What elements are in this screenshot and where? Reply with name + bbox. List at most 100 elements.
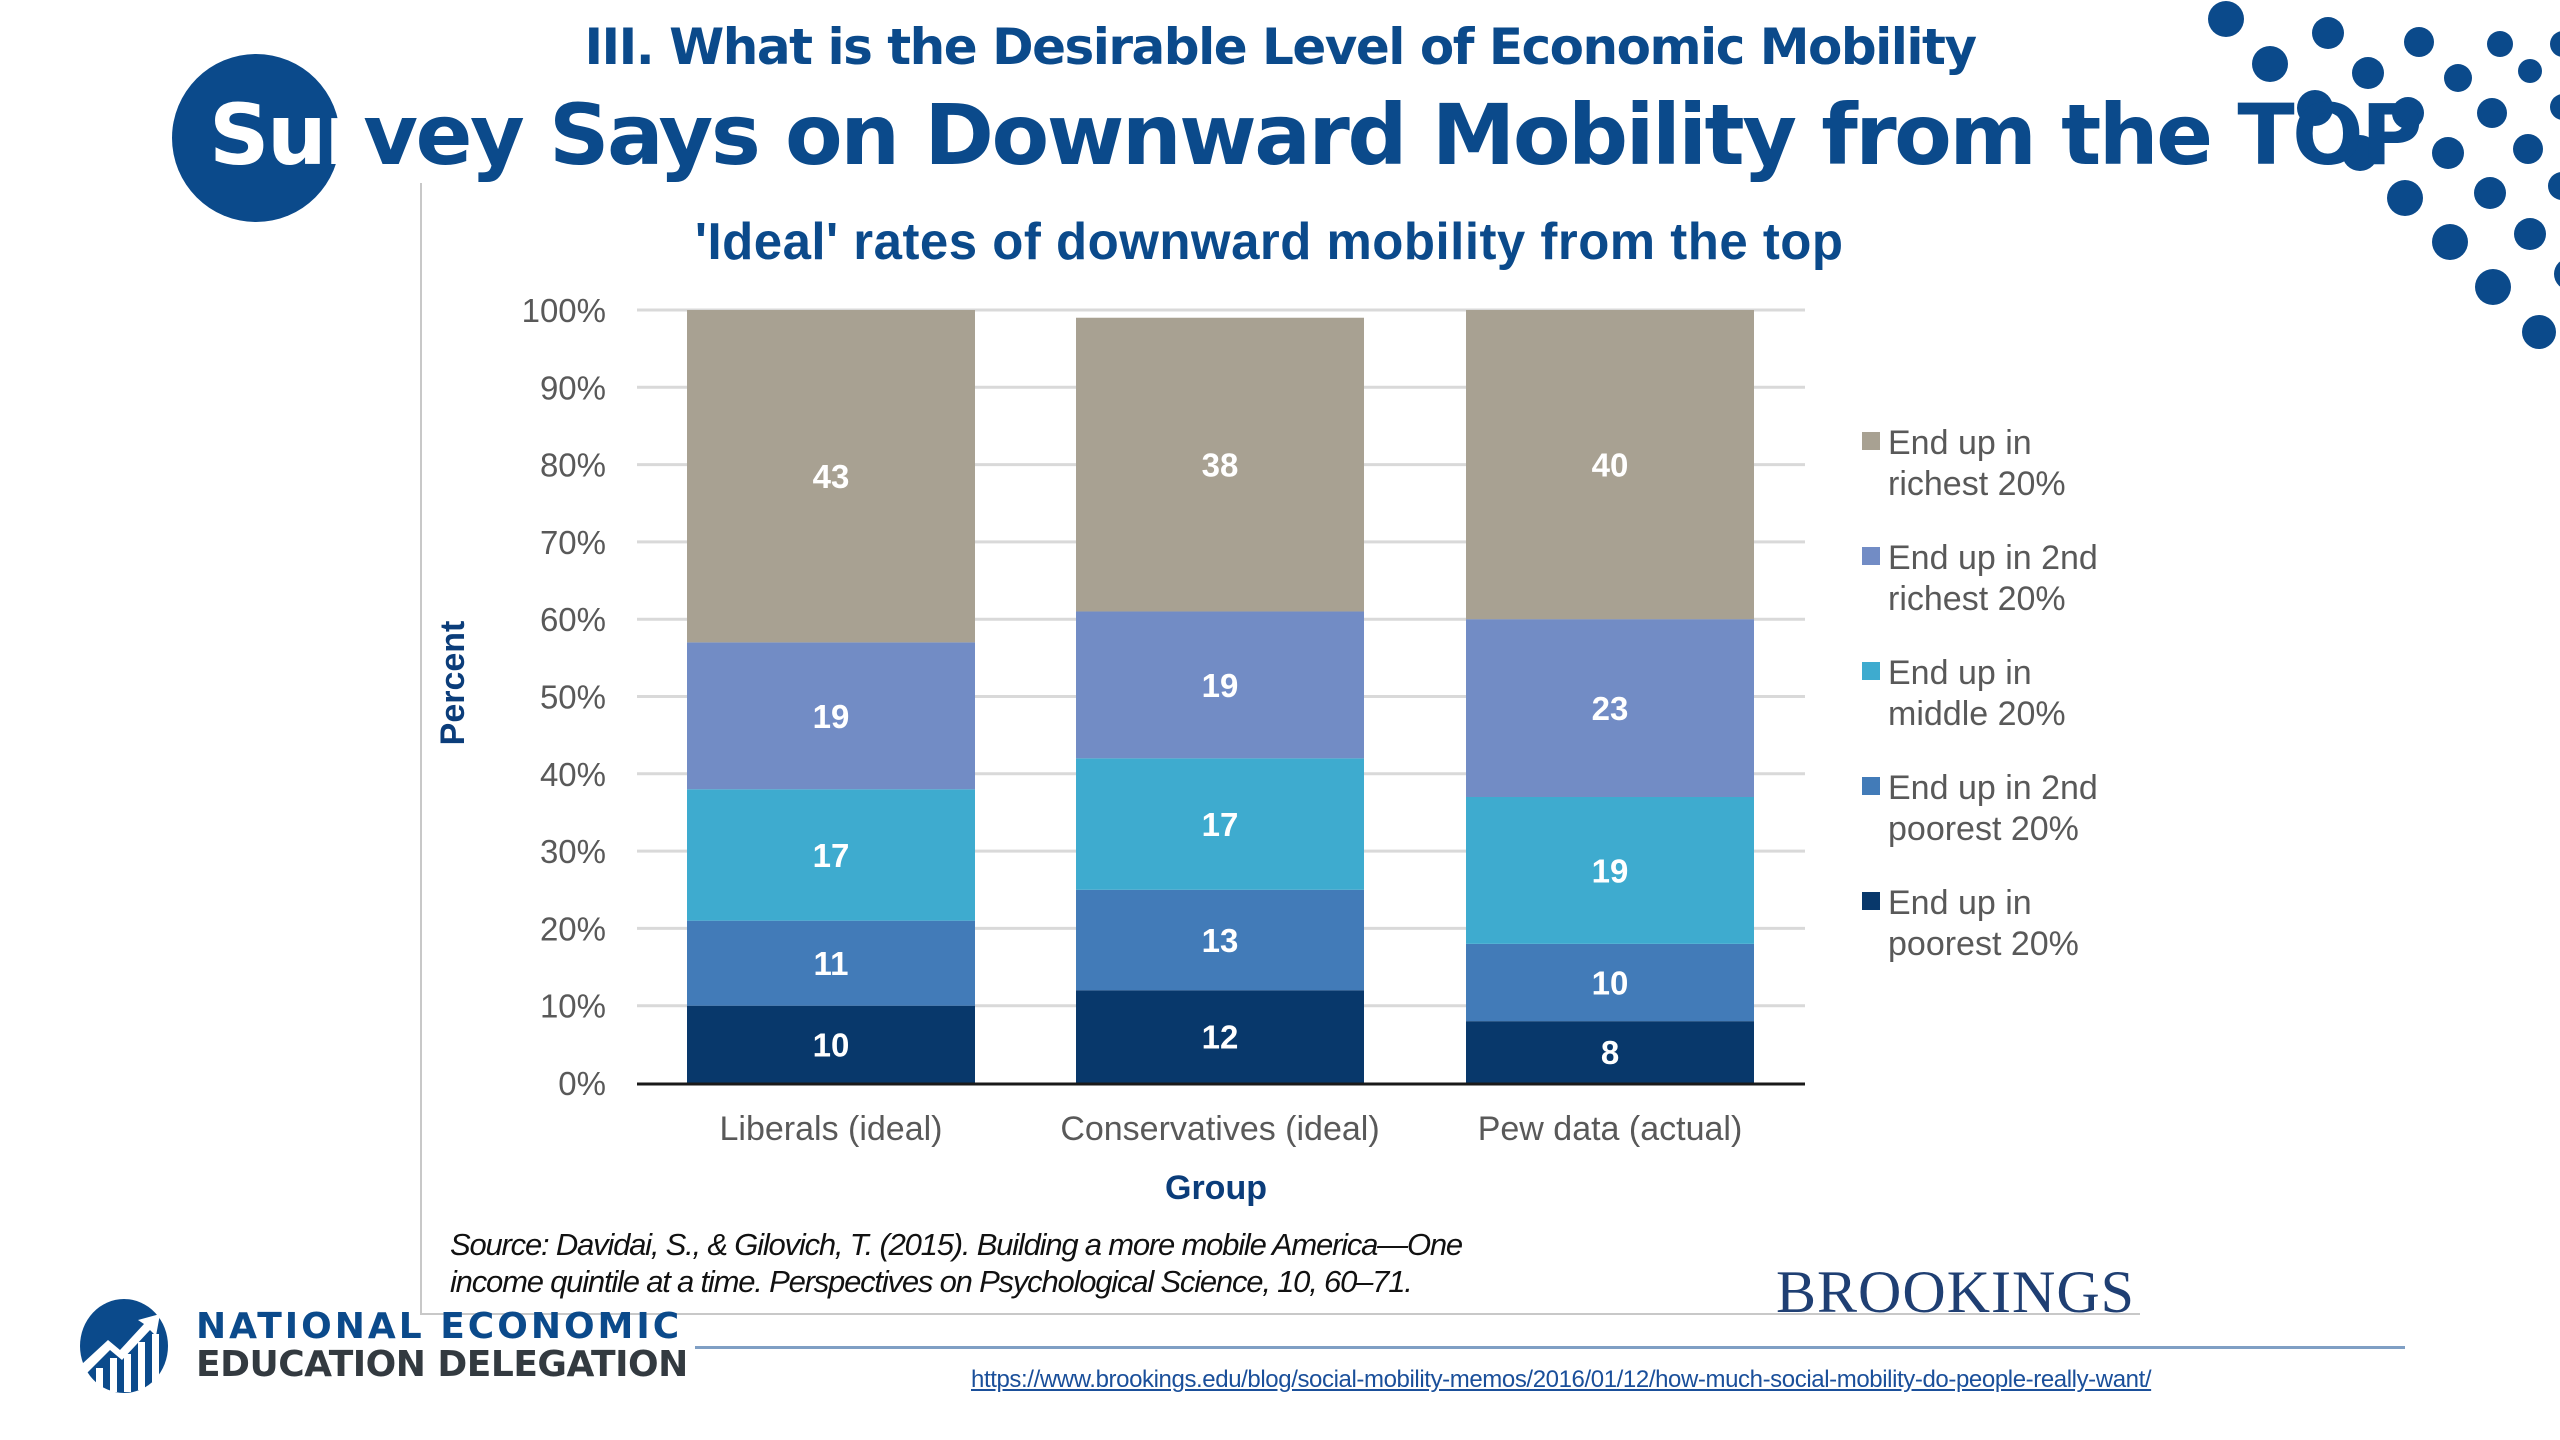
- bar-segment: [1466, 796, 1754, 944]
- source-line-2: income quintile at a time. Perspectives …: [450, 1264, 1413, 1299]
- slide-title: Survey Says on Downward Mobility from th…: [209, 86, 2423, 184]
- decorative-dot: [2477, 98, 2507, 128]
- legend-label: End up in 2nd: [1888, 539, 2098, 577]
- decorative-dot: [2312, 17, 2344, 49]
- legend-label: End up in: [1888, 884, 2032, 922]
- decorative-dot: [2554, 261, 2560, 287]
- y-tick-label: 30%: [540, 833, 606, 870]
- decorative-dot: [2297, 90, 2333, 126]
- decorative-dot: [2487, 31, 2513, 57]
- decorative-dot: [2474, 177, 2506, 209]
- x-axis-ticks: Liberals (ideal) Conservatives (ideal) Pew…: [720, 1110, 1743, 1148]
- data-label: 17: [813, 837, 850, 874]
- legend-label: richest 20%: [1888, 580, 2066, 618]
- data-label: 10: [813, 1026, 850, 1063]
- legend-swatch: [1862, 547, 1880, 565]
- decorative-dot: [2444, 64, 2472, 92]
- bar-segment: [1466, 943, 1754, 1022]
- brookings-logo: BROOKINGS: [1776, 1259, 2136, 1325]
- decorative-dot: [2387, 180, 2423, 216]
- legend-label: middle 20%: [1888, 695, 2066, 733]
- data-label: 12: [1202, 1019, 1239, 1056]
- decorative-dot: [2342, 135, 2378, 171]
- bar-segment: [1076, 889, 1364, 991]
- decorative-dot: [2432, 137, 2464, 169]
- legend-label: End up in 2nd: [1888, 769, 2098, 807]
- data-label: 11: [814, 945, 849, 982]
- decorative-dot: [2352, 57, 2384, 89]
- bar-segment: [687, 920, 975, 1006]
- decorative-dot: [2518, 59, 2542, 83]
- y-tick-label: 60%: [540, 601, 606, 638]
- source-url-link[interactable]: https://www.brookings.edu/blog/social-mo…: [971, 1366, 2152, 1393]
- x-axis-title: Group: [1165, 1169, 1267, 1207]
- title-circle-decoration: [172, 54, 340, 222]
- section-title: III. What is the Desirable Level of Econ…: [584, 18, 1977, 76]
- bars: [687, 310, 1754, 1083]
- legend-swatch: [1862, 777, 1880, 795]
- y-tick-label: 10%: [540, 988, 606, 1025]
- decorative-dot: [2548, 172, 2560, 200]
- bar-segment: [1466, 1021, 1754, 1083]
- bar-segment: [687, 310, 975, 643]
- chart-title: 'Ideal' rates of downward mobility from …: [694, 213, 1844, 271]
- x-tick-label: Pew data (actual): [1478, 1110, 1743, 1148]
- legend-label: End up in: [1888, 654, 2032, 692]
- bar-segment: [687, 789, 975, 921]
- decorative-dot: [2392, 97, 2424, 129]
- bar-segment: [687, 642, 975, 790]
- legend-label: poorest 20%: [1888, 925, 2079, 963]
- x-tick-label: Liberals (ideal): [720, 1110, 943, 1148]
- chart-frame-left-border: [420, 183, 422, 1315]
- decorative-dot: [2550, 94, 2560, 120]
- x-tick-label: Conservatives (ideal): [1060, 1110, 1379, 1148]
- rising-chart-columns-icon: [80, 1299, 168, 1393]
- y-tick-label: 100%: [522, 292, 606, 329]
- decorative-dot: [2432, 224, 2468, 260]
- y-tick-label: 80%: [540, 447, 606, 484]
- bar-segment: [1466, 310, 1754, 620]
- data-label: 38: [1202, 447, 1239, 484]
- data-label: 43: [813, 458, 850, 495]
- data-label: 10: [1592, 965, 1629, 1002]
- source-line-1: Source: Davidai, S., & Gilovich, T. (201…: [450, 1227, 1463, 1262]
- bar-segment: [1076, 611, 1364, 759]
- bar-segment: [1076, 990, 1364, 1083]
- footer-separator: [695, 1346, 2405, 1349]
- y-tick-label: 0%: [558, 1065, 606, 1102]
- data-label: 19: [1202, 667, 1239, 704]
- data-label: 19: [813, 698, 850, 735]
- legend-label: richest 20%: [1888, 465, 2066, 503]
- org-name-line-1: NATIONAL ECONOMIC: [196, 1306, 683, 1347]
- bar-segment: [1466, 619, 1754, 797]
- y-tick-label: 70%: [540, 524, 606, 561]
- y-tick-label: 50%: [540, 679, 606, 716]
- y-axis-title: Percent: [434, 621, 472, 746]
- decorative-dot: [2404, 27, 2434, 57]
- decorative-dot: [2513, 134, 2543, 164]
- slide-title-rest: vey Says on Downward Mobility from the T…: [363, 86, 2422, 184]
- org-name-line-2: EDUCATION DELEGATION: [196, 1344, 688, 1385]
- dot-pattern-decoration: [2208, 1, 2560, 349]
- bar-segment: [687, 1005, 975, 1083]
- decorative-dot: [2550, 31, 2560, 57]
- data-label: 8: [1601, 1034, 1619, 1071]
- chart-frame-bottom-border: [420, 1313, 2140, 1315]
- y-tick-label: 90%: [540, 369, 606, 406]
- y-axis-ticks: 0% 10% 20% 30% 40% 50% 60% 70% 80% 90% 100%: [522, 292, 606, 1102]
- decorative-dot: [2522, 315, 2556, 349]
- decorative-dot: [2475, 269, 2511, 305]
- legend-swatch: [1862, 892, 1880, 910]
- legend-swatch: [1862, 432, 1880, 450]
- data-label: 13: [1202, 922, 1239, 959]
- legend-label: End up in: [1888, 424, 2032, 462]
- bar-segment: [1076, 758, 1364, 890]
- legend-swatch: [1862, 662, 1880, 680]
- data-label: 17: [1202, 806, 1239, 843]
- data-label: 23: [1592, 690, 1629, 727]
- y-tick-label: 40%: [540, 756, 606, 793]
- decorative-dot: [2208, 1, 2244, 37]
- data-label: 40: [1592, 447, 1629, 484]
